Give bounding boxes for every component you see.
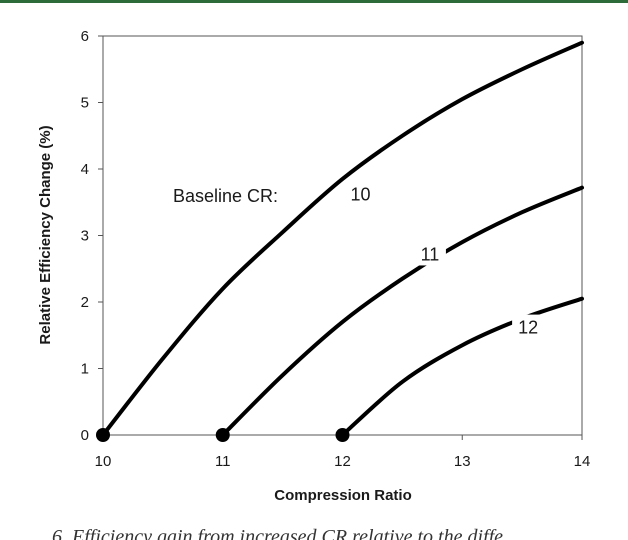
- curve-label-bg-10: [344, 181, 377, 206]
- tick-marks: [98, 35, 583, 440]
- x-tick-label-11: 11: [215, 453, 231, 470]
- baseline-point-3: [335, 428, 350, 442]
- y-tick-label-6: 6: [81, 28, 89, 45]
- curve-cr-10: [101, 40, 584, 437]
- curves: [96, 40, 584, 442]
- caption-text: 6. Efficiency gain from increased CR rel…: [52, 526, 503, 540]
- y-axis-title: Relative Efficiency Change (%): [37, 125, 54, 344]
- x-axis-title: Compression Ratio: [274, 487, 412, 504]
- axes: [102, 35, 583, 436]
- curve-label-bg-12: [512, 314, 545, 339]
- y-tick-label-3: 3: [81, 228, 89, 245]
- figure-caption: 6. Efficiency gain from increased CR rel…: [0, 521, 628, 540]
- y-tick-label-0: 0: [81, 427, 89, 444]
- curve-label-11: 11: [421, 244, 440, 264]
- curve-cr-12: [340, 296, 584, 437]
- baseline-cr-annotation: Baseline CR:: [173, 186, 278, 206]
- curve-cr-11: [220, 185, 584, 437]
- top-rule: [0, 0, 628, 3]
- y-tick-label-2: 2: [81, 294, 89, 311]
- baseline-point-1: [96, 428, 110, 442]
- x-tick-label-13: 13: [454, 453, 471, 470]
- plot-frame: [102, 35, 583, 436]
- curve-label-10: 10: [350, 185, 370, 205]
- x-tick-label-10: 10: [95, 453, 112, 470]
- x-tick-label-14: 14: [574, 453, 591, 470]
- y-tick-label-4: 4: [81, 161, 89, 178]
- y-tick-label-1: 1: [81, 361, 89, 378]
- x-tick-label-12: 12: [334, 453, 351, 470]
- y-tick-label-5: 5: [81, 95, 89, 112]
- baseline-point-2: [215, 428, 230, 442]
- curve-labels: 10 11 12: [344, 181, 545, 339]
- curve-label-12: 12: [518, 318, 538, 338]
- curve-label-bg-11: [413, 241, 446, 266]
